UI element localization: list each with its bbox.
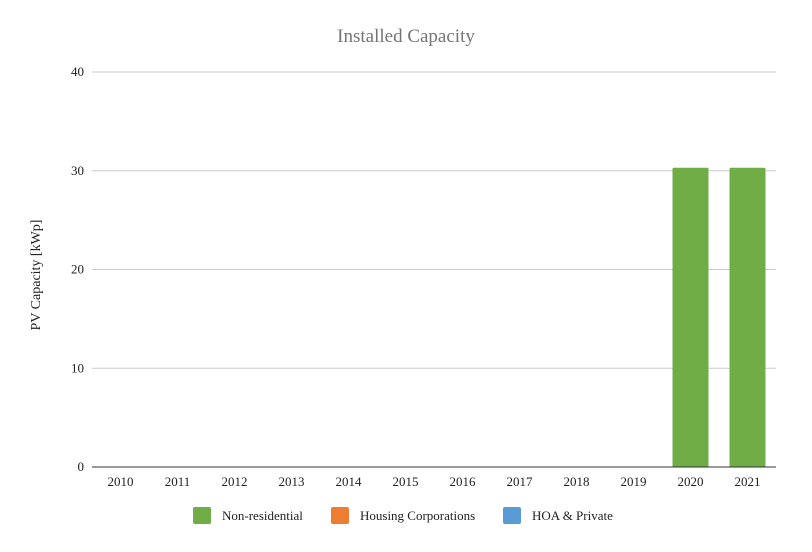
x-tick-2018: 2018 [564, 474, 590, 489]
y-tick-labels: 0 10 20 30 40 [71, 64, 84, 474]
x-tick-2014: 2014 [336, 474, 363, 489]
chart-title: Installed Capacity [337, 26, 475, 47]
legend-swatch-2 [193, 507, 211, 524]
legend-label-1: Housing Corporations [360, 508, 475, 523]
x-tick-2010: 2010 [108, 474, 134, 489]
legend: Non-residential Housing Corporations HOA &… [193, 507, 613, 524]
legend-swatch-0 [503, 507, 521, 524]
grid [92, 71, 776, 369]
x-tick-2020: 2020 [678, 474, 704, 489]
bar-2021-series-2 [729, 167, 766, 467]
y-tick-40: 40 [71, 64, 84, 79]
x-tick-2013: 2013 [279, 474, 305, 489]
bars [672, 167, 766, 467]
x-tick-2021: 2021 [735, 474, 761, 489]
bar-2020-series-2 [672, 167, 709, 467]
y-tick-20: 20 [71, 262, 84, 277]
y-tick-10: 10 [71, 360, 84, 375]
x-tick-labels: 2010 2011 2012 2013 2014 2015 2016 2017 2018 2019… [108, 474, 761, 489]
legend-label-0: HOA & Private [532, 508, 613, 523]
x-tick-2019: 2019 [621, 474, 647, 489]
legend-swatch-1 [331, 507, 349, 524]
x-tick-2015: 2015 [393, 474, 419, 489]
legend-label-2: Non-residential [222, 508, 303, 523]
x-tick-2016: 2016 [450, 474, 477, 489]
y-tick-0: 0 [78, 459, 85, 474]
x-tick-2017: 2017 [507, 474, 534, 489]
x-tick-2012: 2012 [222, 474, 248, 489]
y-axis-label: PV Capacity [kWp] [29, 220, 44, 331]
y-tick-30: 30 [71, 163, 84, 178]
x-tick-2011: 2011 [165, 474, 191, 489]
